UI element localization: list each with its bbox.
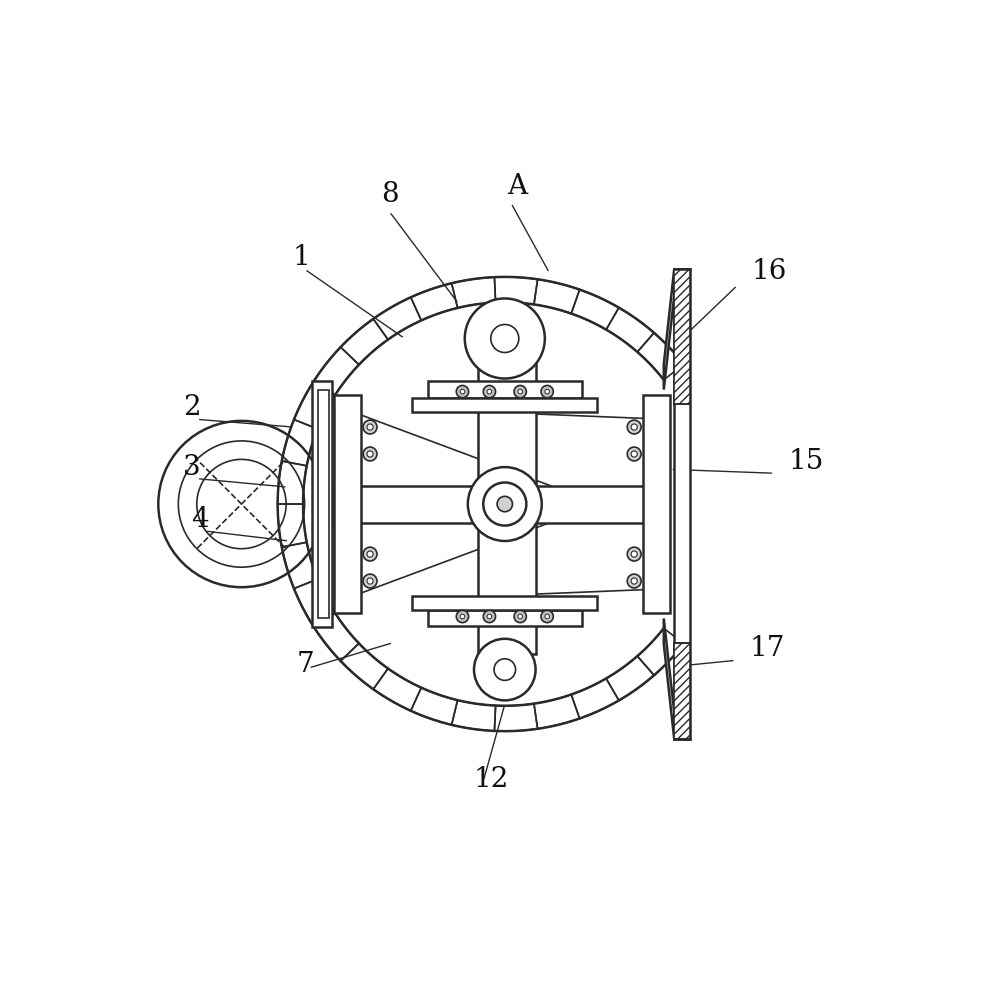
Bar: [674, 269, 690, 404]
Polygon shape: [494, 703, 538, 731]
Circle shape: [545, 389, 549, 394]
Circle shape: [465, 299, 545, 379]
Text: 3: 3: [183, 453, 201, 481]
Text: A: A: [507, 173, 527, 199]
Bar: [674, 643, 690, 739]
Circle shape: [518, 614, 523, 619]
Polygon shape: [341, 644, 388, 689]
Polygon shape: [606, 308, 654, 352]
Circle shape: [460, 614, 465, 619]
Circle shape: [514, 610, 526, 623]
Polygon shape: [674, 269, 690, 739]
Polygon shape: [334, 395, 361, 613]
Polygon shape: [411, 283, 458, 320]
Polygon shape: [294, 381, 335, 429]
Circle shape: [545, 614, 549, 619]
Circle shape: [456, 610, 469, 623]
Circle shape: [627, 548, 641, 561]
Polygon shape: [411, 687, 458, 725]
Text: 1: 1: [293, 244, 311, 272]
Circle shape: [363, 574, 377, 588]
Polygon shape: [278, 504, 307, 547]
Circle shape: [468, 467, 542, 541]
Text: 8: 8: [382, 182, 399, 208]
Circle shape: [363, 447, 377, 461]
Circle shape: [518, 389, 523, 394]
Circle shape: [497, 496, 512, 512]
Circle shape: [456, 386, 469, 398]
Circle shape: [631, 578, 637, 584]
Circle shape: [541, 610, 553, 623]
Circle shape: [541, 386, 553, 398]
Polygon shape: [412, 398, 597, 412]
Text: 4: 4: [191, 506, 208, 533]
Polygon shape: [637, 332, 684, 380]
Circle shape: [367, 578, 373, 584]
Polygon shape: [571, 679, 619, 718]
Polygon shape: [282, 420, 318, 466]
Circle shape: [487, 389, 492, 394]
Circle shape: [491, 324, 519, 352]
Circle shape: [483, 610, 496, 623]
Polygon shape: [494, 277, 538, 305]
Polygon shape: [534, 694, 580, 729]
Text: 15: 15: [788, 448, 824, 475]
Polygon shape: [373, 669, 421, 711]
Circle shape: [631, 424, 637, 431]
Polygon shape: [643, 395, 670, 613]
Polygon shape: [606, 656, 654, 700]
Polygon shape: [428, 381, 582, 398]
Circle shape: [363, 548, 377, 561]
Circle shape: [487, 614, 492, 619]
Polygon shape: [664, 269, 674, 390]
Polygon shape: [282, 543, 318, 588]
Polygon shape: [373, 298, 421, 339]
Circle shape: [631, 551, 637, 558]
Text: 12: 12: [474, 767, 509, 794]
Polygon shape: [318, 390, 329, 618]
Polygon shape: [278, 461, 307, 504]
Text: 17: 17: [750, 636, 785, 663]
Circle shape: [367, 551, 373, 558]
Circle shape: [460, 389, 465, 394]
Circle shape: [363, 420, 377, 434]
Polygon shape: [412, 596, 597, 610]
Polygon shape: [452, 700, 496, 731]
Text: 7: 7: [297, 651, 315, 678]
Polygon shape: [341, 318, 388, 365]
Polygon shape: [452, 277, 496, 308]
Polygon shape: [314, 613, 359, 661]
Circle shape: [514, 386, 526, 398]
Text: 2: 2: [183, 395, 201, 422]
Circle shape: [627, 574, 641, 588]
Polygon shape: [637, 628, 684, 676]
Polygon shape: [571, 290, 619, 329]
Polygon shape: [294, 579, 335, 627]
Circle shape: [474, 639, 536, 700]
Polygon shape: [314, 347, 359, 395]
Circle shape: [627, 447, 641, 461]
Polygon shape: [334, 485, 666, 523]
Text: 16: 16: [751, 258, 787, 286]
Circle shape: [627, 420, 641, 434]
Circle shape: [483, 386, 496, 398]
Circle shape: [494, 659, 516, 681]
Circle shape: [483, 482, 526, 526]
Polygon shape: [428, 610, 582, 626]
Polygon shape: [312, 381, 332, 627]
Polygon shape: [478, 354, 536, 654]
Polygon shape: [534, 280, 580, 313]
Circle shape: [367, 424, 373, 431]
Circle shape: [631, 451, 637, 457]
Circle shape: [367, 451, 373, 457]
Polygon shape: [664, 618, 674, 739]
